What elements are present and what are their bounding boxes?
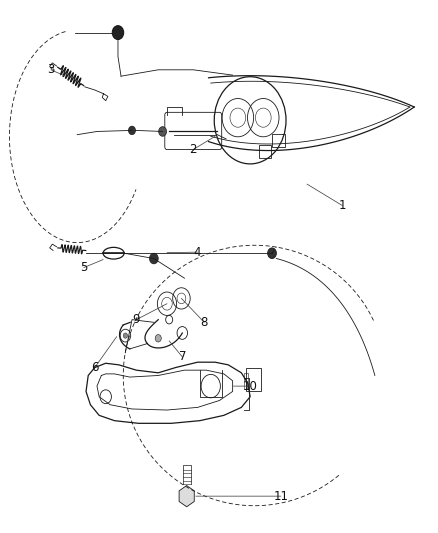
Circle shape bbox=[267, 248, 276, 259]
Circle shape bbox=[155, 335, 161, 342]
Bar bbox=[258, 145, 271, 158]
Text: 11: 11 bbox=[272, 490, 288, 503]
Bar bbox=[272, 134, 284, 147]
Text: 5: 5 bbox=[80, 261, 87, 274]
Circle shape bbox=[123, 333, 127, 338]
Text: 3: 3 bbox=[47, 63, 55, 76]
Circle shape bbox=[112, 26, 124, 39]
Bar bbox=[245, 368, 261, 391]
Text: 2: 2 bbox=[189, 143, 197, 156]
Bar bbox=[243, 373, 247, 389]
Text: 6: 6 bbox=[91, 361, 98, 374]
Text: 7: 7 bbox=[178, 350, 186, 364]
Text: 1: 1 bbox=[338, 199, 345, 212]
Text: 10: 10 bbox=[242, 379, 257, 393]
Circle shape bbox=[128, 126, 135, 135]
Text: 8: 8 bbox=[200, 316, 208, 329]
Circle shape bbox=[149, 253, 158, 264]
Circle shape bbox=[158, 127, 166, 136]
Text: 9: 9 bbox=[132, 313, 140, 326]
Text: 4: 4 bbox=[194, 246, 201, 259]
